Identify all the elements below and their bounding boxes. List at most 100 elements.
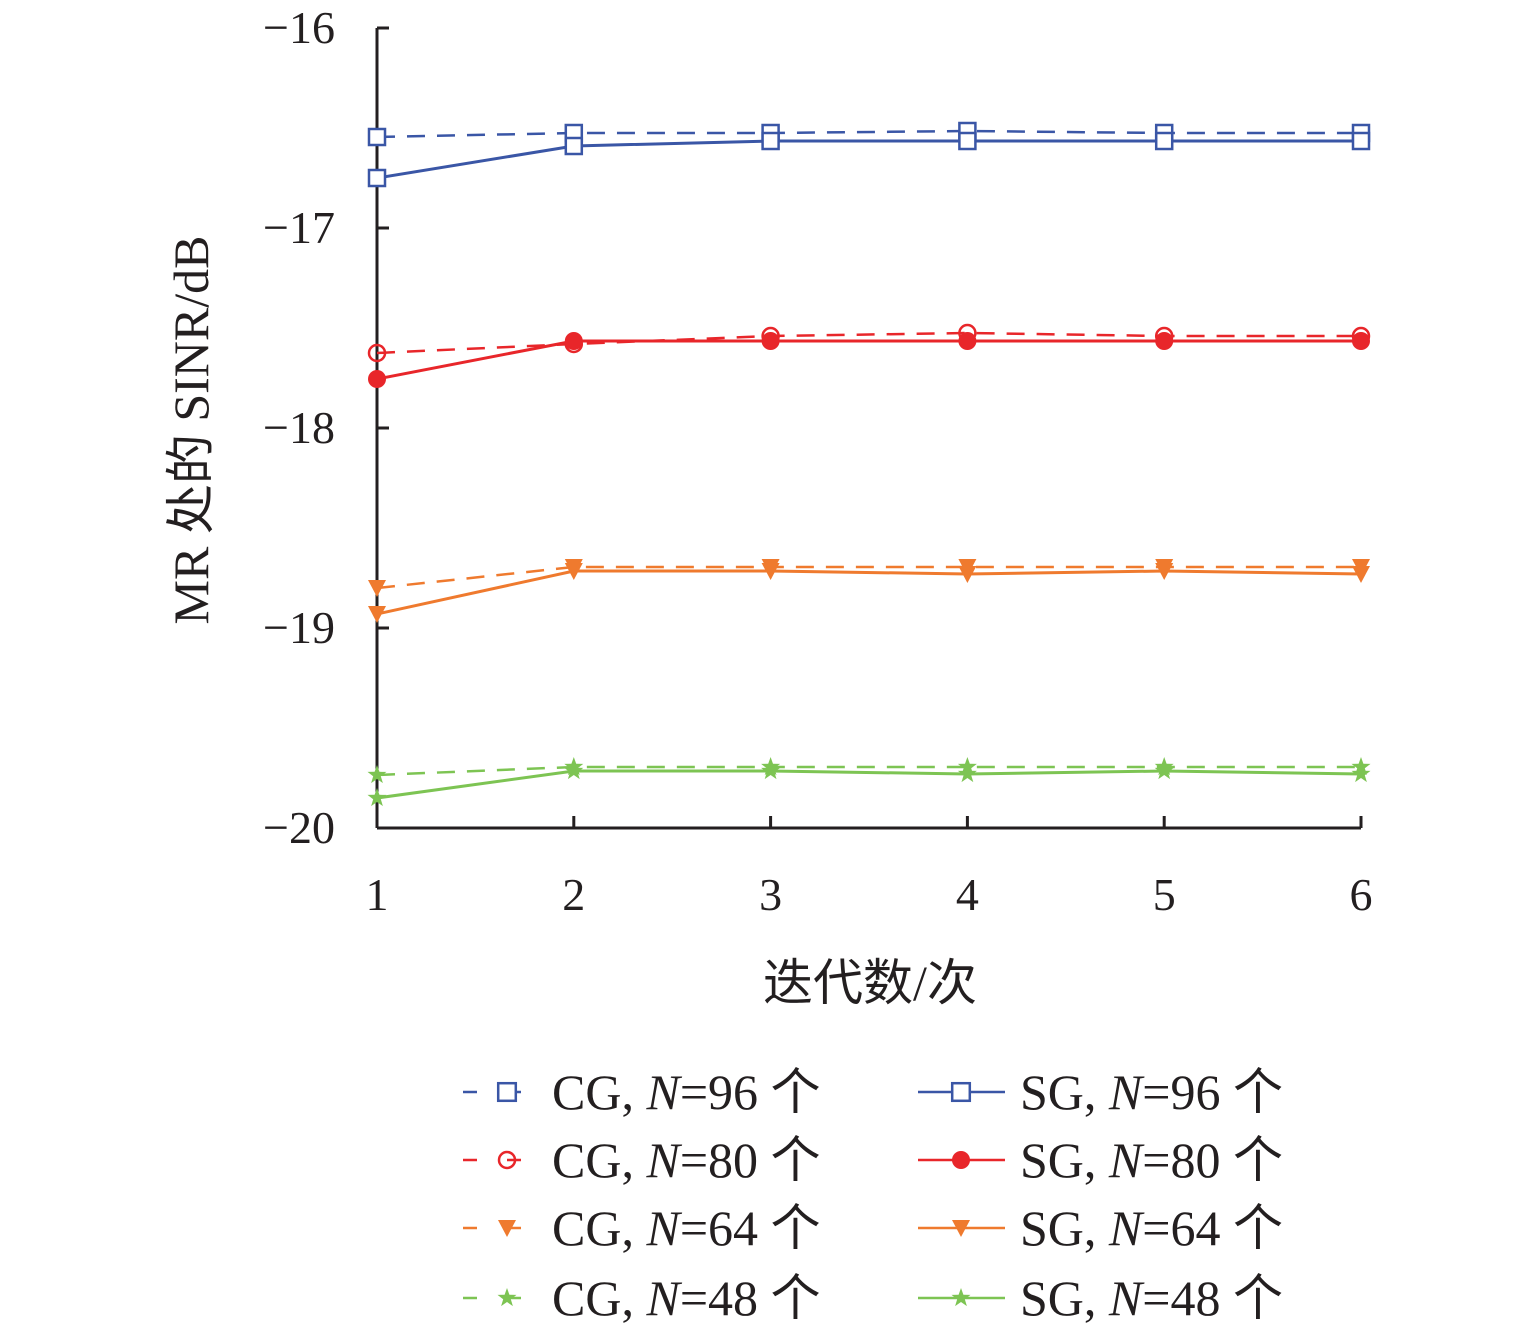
legend-label: SG, N=48 个 bbox=[1020, 1270, 1283, 1326]
marker-triangle bbox=[564, 563, 583, 580]
legend-label-part: CG, bbox=[552, 1270, 646, 1326]
marker-triangle bbox=[761, 563, 780, 580]
legend-label: CG, N=96 个 bbox=[552, 1064, 821, 1120]
legend-label-part: =80 个 bbox=[680, 1132, 821, 1188]
legend-item: SG, N=48 个 bbox=[918, 1270, 1283, 1326]
y-tick-label: −18 bbox=[263, 402, 335, 453]
legend-label-part: SG, bbox=[1020, 1200, 1109, 1256]
marker-square bbox=[761, 131, 780, 151]
series-line bbox=[376, 765, 1361, 777]
marker-triangle bbox=[1155, 563, 1174, 580]
series-line bbox=[376, 769, 1362, 800]
legend-label-italic: N bbox=[1108, 1270, 1145, 1326]
legend-label-part: CG, bbox=[552, 1132, 646, 1188]
series-group bbox=[367, 121, 1371, 807]
series-line bbox=[376, 129, 1361, 139]
legend-label-part: =80 个 bbox=[1142, 1132, 1283, 1188]
series-line bbox=[376, 331, 1361, 355]
legend-label-part: SG, bbox=[1020, 1132, 1109, 1188]
marker-star bbox=[957, 764, 977, 783]
legend-label-part: =64 个 bbox=[1142, 1200, 1283, 1256]
axes: −16 −17 −18 −19 −20 1 2 3 4 5 6 bbox=[263, 2, 1372, 920]
marker-square bbox=[367, 168, 387, 188]
marker-star bbox=[951, 1288, 971, 1307]
series-cg-n-64- bbox=[368, 559, 1370, 597]
series-sg-n-48- bbox=[367, 761, 1371, 807]
y-tick-label: −16 bbox=[263, 2, 335, 53]
legend-item: SG, N=96 个 bbox=[918, 1064, 1283, 1120]
marker-star bbox=[761, 761, 781, 780]
marker-square bbox=[564, 136, 584, 156]
legend-label-part: =64 个 bbox=[680, 1200, 821, 1256]
legend-label-part: CG, bbox=[552, 1064, 646, 1120]
marker-triangle bbox=[1352, 566, 1370, 583]
legend-label-part: CG, bbox=[552, 1200, 646, 1256]
legend-item: SG, N=80 个 bbox=[918, 1132, 1283, 1188]
x-tick-label: 1 bbox=[366, 869, 389, 920]
marker-circle-filled bbox=[368, 370, 386, 388]
legend: CG, N=96 个 SG, N=96 个CG, N=80 个 SG, N=80 个… bbox=[463, 1064, 1283, 1326]
y-axis-label: MR 处的 SINR/dB bbox=[163, 236, 219, 625]
marker-triangle bbox=[958, 566, 977, 583]
y-tick-label: −19 bbox=[263, 602, 335, 653]
marker-star bbox=[367, 765, 387, 784]
marker-circle-filled bbox=[761, 332, 780, 350]
x-tick-label: 2 bbox=[562, 869, 585, 920]
legend-label-italic: N bbox=[1108, 1132, 1145, 1188]
y-tick-label: −17 bbox=[263, 202, 335, 253]
marker-triangle bbox=[952, 1220, 970, 1237]
marker-star bbox=[367, 788, 387, 807]
legend-label-italic: N bbox=[645, 1200, 682, 1256]
marker-star bbox=[497, 1288, 517, 1307]
legend-label: SG, N=80 个 bbox=[1020, 1132, 1283, 1188]
series-sg-n-96- bbox=[367, 131, 1371, 188]
legend-label: SG, N=96 个 bbox=[1020, 1064, 1283, 1120]
marker-square bbox=[950, 1081, 972, 1103]
marker-circle-filled bbox=[1155, 332, 1174, 350]
series-line bbox=[376, 565, 1361, 590]
legend-label-part: SG, bbox=[1020, 1064, 1109, 1120]
x-tick-label: 5 bbox=[1153, 869, 1176, 920]
legend-label-italic: N bbox=[645, 1270, 682, 1326]
series-line bbox=[376, 139, 1361, 180]
marker-star bbox=[1351, 764, 1371, 783]
marker-triangle bbox=[368, 580, 386, 597]
legend-item: CG, N=48 个 bbox=[463, 1270, 821, 1326]
marker-triangle bbox=[498, 1220, 516, 1237]
legend-item: CG, N=80 个 bbox=[463, 1132, 821, 1188]
marker-star bbox=[1154, 761, 1174, 780]
legend-label-part: SG, bbox=[1020, 1270, 1109, 1326]
marker-square bbox=[958, 131, 977, 151]
series-line bbox=[376, 569, 1362, 616]
legend-label-part: =96 个 bbox=[680, 1064, 821, 1120]
legend-label: CG, N=48 个 bbox=[552, 1270, 821, 1326]
legend-label-part: =96 个 bbox=[1142, 1064, 1283, 1120]
marker-star bbox=[564, 761, 584, 780]
series-sg-n-80- bbox=[368, 332, 1370, 388]
legend-label-italic: N bbox=[645, 1132, 682, 1188]
legend-item: CG, N=96 个 bbox=[463, 1064, 821, 1120]
x-tick-label: 6 bbox=[1350, 869, 1373, 920]
marker-square bbox=[496, 1081, 518, 1103]
marker-circle-open bbox=[367, 343, 387, 363]
marker-circle-filled bbox=[952, 1151, 970, 1169]
marker-circle-filled bbox=[958, 332, 977, 350]
legend-label: SG, N=64 个 bbox=[1020, 1200, 1283, 1256]
marker-triangle bbox=[368, 606, 386, 623]
marker-square bbox=[1351, 131, 1371, 151]
series-line bbox=[376, 339, 1361, 381]
legend-label: CG, N=64 个 bbox=[552, 1200, 821, 1256]
x-tick-label: 3 bbox=[759, 869, 782, 920]
x-tick-label: 4 bbox=[956, 869, 979, 920]
legend-item: CG, N=64 个 bbox=[463, 1200, 821, 1256]
legend-label-italic: N bbox=[1108, 1200, 1145, 1256]
marker-circle-filled bbox=[564, 332, 583, 350]
y-tick-label: −20 bbox=[263, 802, 335, 853]
series-sg-n-64- bbox=[368, 563, 1370, 623]
legend-label-italic: N bbox=[1108, 1064, 1145, 1120]
legend-label: CG, N=80 个 bbox=[552, 1132, 821, 1188]
legend-label-italic: N bbox=[645, 1064, 682, 1120]
marker-circle-open bbox=[497, 1150, 517, 1170]
series-cg-n-80- bbox=[367, 323, 1371, 363]
